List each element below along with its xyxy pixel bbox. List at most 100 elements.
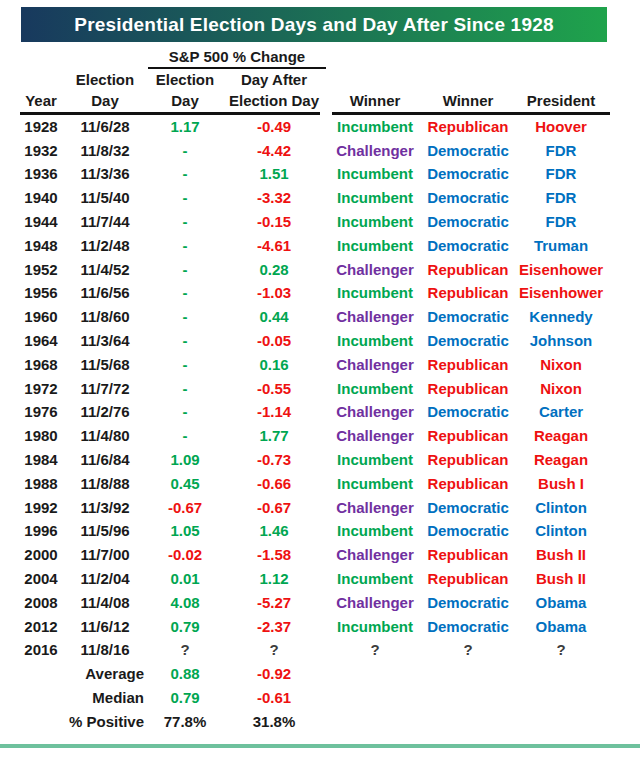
title-banner: Presidential Election Days and Day After… bbox=[21, 7, 607, 42]
election-day-change-cell: 0.01 bbox=[148, 570, 222, 587]
day-after-change-cell: 0.16 bbox=[222, 356, 326, 373]
header-election-day-date-line1: Election bbox=[62, 71, 148, 88]
election-day-date-cell: 11/4/80 bbox=[62, 427, 148, 444]
election-day-date-cell: 11/3/64 bbox=[62, 332, 148, 349]
year-cell: 1932 bbox=[20, 142, 62, 159]
winner-status-cell: Challenger bbox=[326, 308, 424, 325]
election-day-date-cell: 11/7/00 bbox=[62, 546, 148, 563]
president-cell: Johnson bbox=[512, 332, 610, 349]
summary-row: % Positive77.8%31.8% bbox=[20, 709, 610, 733]
winner-status-cell: Incumbent bbox=[326, 570, 424, 587]
president-cell: ? bbox=[512, 641, 610, 658]
day-after-change-cell: -0.73 bbox=[222, 451, 326, 468]
winner-status-cell: Incumbent bbox=[326, 165, 424, 182]
day-after-change-cell: -0.49 bbox=[222, 118, 326, 135]
table-row: 201611/8/16????? bbox=[20, 638, 610, 662]
president-cell: Nixon bbox=[512, 380, 610, 397]
winner-party-cell: Democratic bbox=[424, 165, 512, 182]
winner-party-cell: Democratic bbox=[424, 237, 512, 254]
winner-status-cell: Challenger bbox=[326, 403, 424, 420]
year-cell: 2012 bbox=[20, 618, 62, 635]
election-day-date-cell: 11/6/84 bbox=[62, 451, 148, 468]
election-day-change-cell: - bbox=[148, 380, 222, 397]
election-table: S&P 500 % Change Election Election Day A… bbox=[20, 47, 610, 733]
winner-status-cell: Incumbent bbox=[326, 475, 424, 492]
header-election-day-pct-line1: Election bbox=[148, 71, 222, 88]
president-cell: FDR bbox=[512, 189, 610, 206]
president-cell: Eisenhower bbox=[512, 284, 610, 301]
election-table-figure: { "title": "Presidential Election Days a… bbox=[0, 0, 640, 765]
winner-party-cell: ? bbox=[424, 641, 512, 658]
winner-party-cell: Democratic bbox=[424, 189, 512, 206]
header-election-day-date-line2: Day bbox=[62, 92, 148, 109]
election-day-change-cell: - bbox=[148, 427, 222, 444]
header-day-after-line1: Day After bbox=[222, 71, 326, 88]
winner-party-cell: Republican bbox=[424, 451, 512, 468]
election-day-date-cell: 11/8/60 bbox=[62, 308, 148, 325]
day-after-change-cell: 1.46 bbox=[222, 522, 326, 539]
table-row: 197211/7/72--0.55IncumbentRepublicanNixo… bbox=[20, 376, 610, 400]
year-cell: 1972 bbox=[20, 380, 62, 397]
winner-party-cell: Republican bbox=[424, 570, 512, 587]
winner-status-cell: Incumbent bbox=[326, 284, 424, 301]
year-cell: 2008 bbox=[20, 594, 62, 611]
day-after-change-cell: -2.37 bbox=[222, 618, 326, 635]
table-row: 194011/5/40--3.32IncumbentDemocraticFDR bbox=[20, 186, 610, 210]
election-day-date-cell: 11/2/04 bbox=[62, 570, 148, 587]
election-day-change-cell: - bbox=[148, 261, 222, 278]
day-after-change-cell: -1.58 bbox=[222, 546, 326, 563]
year-cell: 2000 bbox=[20, 546, 62, 563]
day-after-change-cell: -0.55 bbox=[222, 380, 326, 397]
winner-party-cell: Democratic bbox=[424, 213, 512, 230]
winner-party-cell: Democratic bbox=[424, 332, 512, 349]
election-day-change-cell: - bbox=[148, 189, 222, 206]
summary-election-day-cell: 77.8% bbox=[148, 713, 222, 730]
election-day-date-cell: 11/2/76 bbox=[62, 403, 148, 420]
winner-status-cell: Incumbent bbox=[326, 237, 424, 254]
year-cell: 1956 bbox=[20, 284, 62, 301]
election-day-date-cell: 11/8/88 bbox=[62, 475, 148, 492]
year-cell: 1988 bbox=[20, 475, 62, 492]
president-cell: Eisenhower bbox=[512, 261, 610, 278]
table-row: 194811/2/48--4.61IncumbentDemocraticTrum… bbox=[20, 233, 610, 257]
year-cell: 1980 bbox=[20, 427, 62, 444]
winner-party-cell: Republican bbox=[424, 380, 512, 397]
summary-label: Average bbox=[20, 665, 148, 682]
election-day-change-cell: - bbox=[148, 142, 222, 159]
winner-party-cell: Democratic bbox=[424, 308, 512, 325]
year-cell: 1936 bbox=[20, 165, 62, 182]
election-day-change-cell: - bbox=[148, 284, 222, 301]
table-row: 193211/8/32--4.42ChallengerDemocraticFDR bbox=[20, 138, 610, 162]
winner-party-cell: Republican bbox=[424, 356, 512, 373]
election-day-change-cell: 4.08 bbox=[148, 594, 222, 611]
president-cell: Obama bbox=[512, 618, 610, 635]
table-row: 201211/6/120.79-2.37IncumbentDemocraticO… bbox=[20, 614, 610, 638]
day-after-change-cell: -1.03 bbox=[222, 284, 326, 301]
header-president: President bbox=[512, 92, 610, 109]
year-cell: 1968 bbox=[20, 356, 62, 373]
winner-status-cell: ? bbox=[326, 641, 424, 658]
winner-party-cell: Republican bbox=[424, 118, 512, 135]
header-winner-status: Winner bbox=[326, 92, 424, 109]
election-day-date-cell: 11/7/44 bbox=[62, 213, 148, 230]
president-cell: Kennedy bbox=[512, 308, 610, 325]
year-cell: 1992 bbox=[20, 499, 62, 516]
table-summary: Average0.88-0.92Median0.79-0.61% Positiv… bbox=[20, 662, 610, 733]
election-day-change-cell: 1.05 bbox=[148, 522, 222, 539]
election-day-date-cell: 11/7/72 bbox=[62, 380, 148, 397]
header-day-after-line2: Election Day bbox=[222, 92, 326, 109]
president-cell: FDR bbox=[512, 213, 610, 230]
year-cell: 2016 bbox=[20, 641, 62, 658]
president-cell: Clinton bbox=[512, 499, 610, 516]
summary-day-after-cell: -0.61 bbox=[222, 689, 326, 706]
table-row: 200011/7/00-0.02-1.58ChallengerRepublica… bbox=[20, 543, 610, 567]
president-cell: Obama bbox=[512, 594, 610, 611]
election-day-change-cell: - bbox=[148, 308, 222, 325]
day-after-change-cell: ? bbox=[222, 641, 326, 658]
header-rule-right bbox=[332, 112, 610, 115]
election-day-change-cell: ? bbox=[148, 641, 222, 658]
winner-party-cell: Republican bbox=[424, 475, 512, 492]
president-cell: Reagan bbox=[512, 451, 610, 468]
winner-status-cell: Incumbent bbox=[326, 451, 424, 468]
year-cell: 1984 bbox=[20, 451, 62, 468]
